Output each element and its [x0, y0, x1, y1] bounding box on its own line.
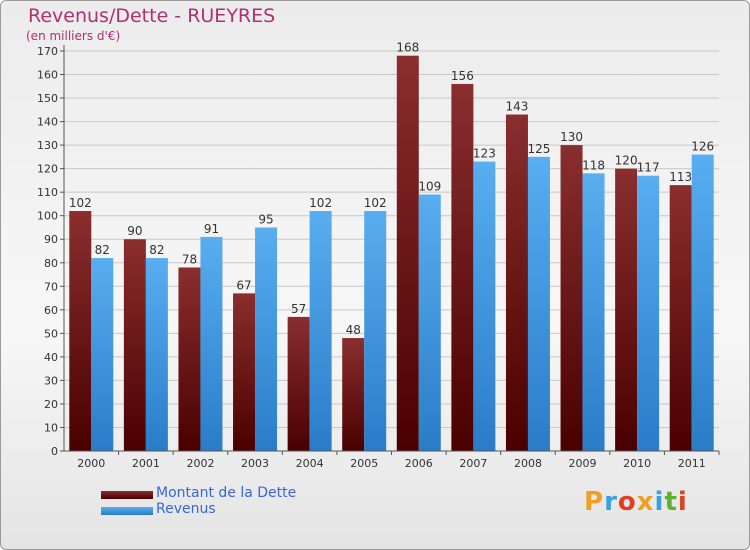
data-label-debt: 67: [236, 278, 251, 292]
x-tick-label: 2000: [77, 457, 105, 470]
x-tick-label: 2011: [678, 457, 706, 470]
y-tick-label: 60: [44, 304, 58, 317]
proxiti-logo: Proxiti: [584, 487, 688, 517]
data-label-revenue: 102: [309, 196, 332, 210]
logo-letter: o: [617, 487, 637, 517]
data-label-revenue: 82: [149, 243, 164, 257]
chart-title: Revenus/Dette - RUEYRES: [28, 5, 276, 27]
logo-letter: r: [604, 487, 618, 517]
bar-revenue: [527, 156, 550, 451]
y-tick-label: 160: [37, 69, 58, 82]
x-tick-label: 2006: [405, 457, 433, 470]
x-tick-label: 2008: [514, 457, 542, 470]
y-tick-label: 120: [37, 163, 58, 176]
y-tick-label: 130: [37, 139, 58, 152]
logo-letter: P: [584, 487, 605, 517]
x-tick-label: 2005: [350, 457, 378, 470]
data-label-revenue: 125: [528, 142, 551, 156]
bar-revenue: [255, 227, 278, 451]
y-tick-label: 170: [37, 45, 58, 58]
bar-debt: [123, 239, 146, 451]
bar-revenue: [473, 161, 496, 451]
legend-swatch-revenue: [101, 507, 153, 515]
bar-debt: [560, 145, 583, 451]
y-tick-label: 150: [37, 92, 58, 105]
x-tick-label: 2004: [296, 457, 324, 470]
logo-letter: t: [664, 487, 678, 517]
data-label-revenue: 109: [418, 180, 441, 194]
bar-debt: [69, 211, 92, 451]
data-label-debt: 102: [69, 196, 92, 210]
data-label-debt: 168: [396, 41, 419, 55]
data-label-debt: 90: [127, 224, 142, 238]
bar-revenue: [582, 173, 605, 451]
y-tick-label: 50: [44, 327, 58, 340]
x-tick-label: 2009: [569, 457, 597, 470]
data-label-revenue: 102: [364, 196, 387, 210]
bar-debt: [342, 338, 365, 451]
bar-debt: [669, 185, 692, 451]
bar-revenue: [691, 154, 714, 451]
legend-label-debt: Montant de la Dette: [156, 485, 297, 501]
bar-revenue: [418, 194, 441, 451]
y-tick-label: 140: [37, 116, 58, 129]
bar-debt: [233, 293, 256, 451]
bar-revenue: [364, 211, 387, 451]
y-tick-label: 20: [44, 398, 58, 411]
data-label-debt: 57: [291, 302, 306, 316]
data-label-revenue: 117: [637, 161, 660, 175]
data-label-debt: 78: [182, 252, 197, 266]
legend-label-revenue: Revenus: [156, 501, 216, 517]
bar-debt: [505, 114, 528, 451]
logo-letter: x: [636, 487, 655, 517]
y-tick-label: 90: [44, 233, 58, 246]
data-label-debt: 120: [615, 154, 638, 168]
bar-revenue: [200, 236, 223, 451]
y-tick-label: 100: [37, 210, 58, 223]
data-label-debt: 48: [346, 323, 361, 337]
chart-subtitle: (en milliers d'€): [26, 29, 121, 43]
data-label-debt: 113: [669, 170, 692, 184]
bar-debt: [615, 168, 638, 451]
logo-letter: i: [654, 487, 665, 517]
data-label-debt: 143: [506, 100, 529, 114]
y-tick-label: 0: [51, 445, 58, 458]
bar-debt: [451, 83, 474, 452]
data-label-debt: 130: [560, 130, 583, 144]
data-label-revenue: 95: [258, 212, 273, 226]
y-tick-label: 30: [44, 374, 58, 387]
x-tick-label: 2010: [623, 457, 651, 470]
x-tick-label: 2001: [132, 457, 160, 470]
data-label-revenue: 82: [95, 243, 110, 257]
bar-debt: [287, 316, 310, 451]
y-tick-label: 80: [44, 257, 58, 270]
x-tick-label: 2007: [459, 457, 487, 470]
y-tick-label: 70: [44, 280, 58, 293]
bar-revenue: [309, 211, 332, 451]
data-label-revenue: 123: [473, 147, 496, 161]
x-tick-label: 2003: [241, 457, 269, 470]
y-tick-label: 110: [37, 186, 58, 199]
logo-letter: i: [677, 487, 688, 517]
bar-debt: [396, 55, 419, 452]
data-label-debt: 156: [451, 69, 474, 83]
x-tick-label: 2002: [186, 457, 214, 470]
data-label-revenue: 91: [204, 222, 219, 236]
legend-swatch-debt: [101, 491, 153, 499]
y-tick-label: 10: [44, 421, 58, 434]
y-tick-label: 40: [44, 351, 58, 364]
data-label-revenue: 126: [691, 140, 714, 154]
bar-revenue: [145, 258, 168, 451]
bar-revenue: [637, 175, 660, 452]
bar-revenue: [91, 258, 114, 451]
bar-debt: [178, 267, 201, 451]
data-label-revenue: 118: [582, 158, 605, 172]
